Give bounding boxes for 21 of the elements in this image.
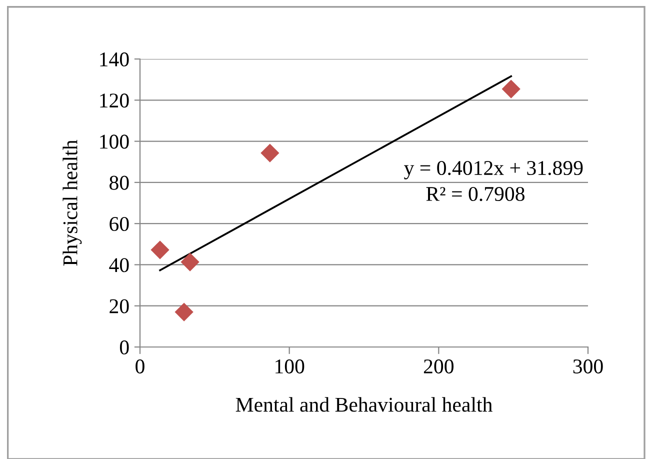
y-tick-label: 120 (100, 94, 129, 108)
point (150, 240, 170, 260)
x-tick-label: 300 (573, 359, 603, 374)
y-tick-label: 0 (120, 340, 129, 354)
x-tick-label: 0 (136, 359, 144, 374)
x-tick-label: 100 (276, 359, 304, 374)
point (260, 144, 280, 162)
point (502, 80, 520, 98)
x-tick-label: 200 (424, 359, 454, 374)
y-tick-label: 100 (100, 134, 129, 149)
y-tick-label: 140 (100, 52, 129, 66)
point (180, 252, 200, 272)
annotation: y = 0.4012x + 31.899 (404, 160, 583, 180)
annotation: R² = 0.7908 (426, 186, 524, 202)
y-tick-label: 40 (109, 258, 129, 272)
point (174, 302, 194, 322)
y-tick-label: 80 (110, 176, 129, 190)
y-axis-title: Physical health (62, 140, 82, 266)
y-tick-label: 20 (110, 299, 129, 314)
x-axis-title: Mental and Behavioural health (236, 397, 492, 412)
y-tick-label: 60 (110, 216, 129, 232)
